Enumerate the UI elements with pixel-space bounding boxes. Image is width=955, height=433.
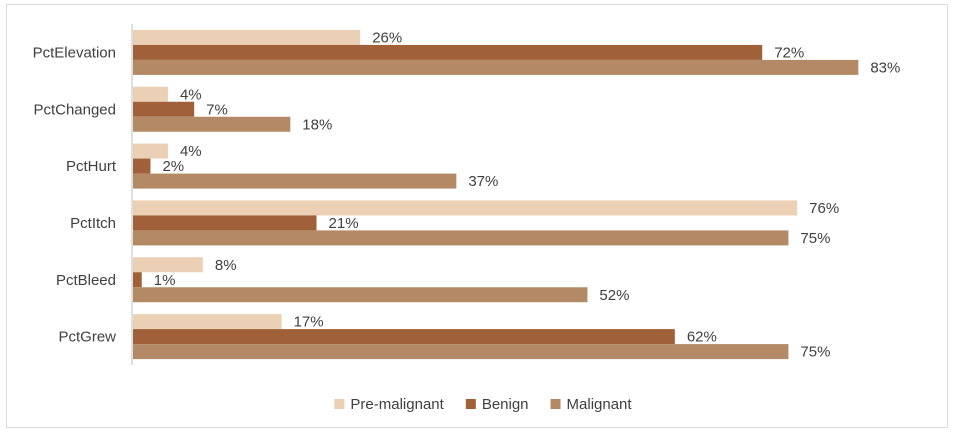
bar	[133, 200, 798, 216]
data-label: 75%	[800, 344, 830, 361]
data-label: 26%	[372, 29, 402, 46]
bar	[133, 272, 142, 288]
data-label: 37%	[468, 173, 498, 190]
category-label: PctHurt	[66, 158, 117, 175]
data-label: 7%	[206, 101, 228, 118]
data-label: 62%	[687, 329, 717, 346]
bar	[133, 314, 282, 330]
data-label: 4%	[180, 143, 202, 160]
bar	[133, 86, 168, 102]
bars	[133, 29, 859, 360]
bar	[133, 116, 291, 132]
data-label: 2%	[162, 158, 184, 175]
legend-swatch	[465, 399, 476, 409]
legend-label: Benign	[482, 396, 529, 413]
data-label: 8%	[215, 257, 237, 274]
legend: Pre-malignant Benign Malignant	[334, 396, 632, 413]
bar	[133, 344, 789, 360]
bar	[133, 158, 151, 174]
bar	[133, 101, 195, 117]
bar	[133, 44, 763, 60]
bar	[133, 257, 203, 273]
legend-item: Benign	[465, 396, 529, 413]
bar	[133, 59, 859, 75]
data-label: 1%	[154, 272, 176, 289]
data-label: 18%	[302, 116, 332, 133]
bar	[133, 29, 361, 45]
bar	[133, 143, 168, 159]
bar	[133, 173, 457, 189]
legend-swatch	[550, 399, 561, 409]
data-label: 4%	[180, 86, 202, 103]
legend-item: Malignant	[550, 396, 633, 413]
data-label: 75%	[800, 230, 830, 247]
category-label: PctGrew	[58, 329, 116, 346]
bar	[133, 230, 789, 246]
data-labels: 26%72%83%4%7%18%4%2%37%76%21%75%8%1%52%1…	[154, 29, 901, 360]
bar	[133, 329, 675, 345]
bar	[133, 287, 588, 303]
legend-label: Malignant	[567, 396, 633, 413]
data-label: 21%	[329, 215, 359, 232]
data-label: 76%	[809, 200, 839, 217]
data-label: 72%	[774, 44, 804, 61]
category-label: PctElevation	[33, 44, 116, 61]
data-label: 17%	[294, 314, 324, 331]
data-label: 52%	[599, 287, 629, 304]
legend-item: Pre-malignant	[334, 396, 445, 413]
bar	[133, 215, 317, 231]
category-labels: PctElevation PctChanged PctHurt PctItch PctB…	[33, 44, 117, 345]
data-label: 83%	[870, 59, 900, 76]
category-label: PctBleed	[56, 272, 116, 289]
category-label: PctItch	[70, 215, 116, 232]
category-label: PctChanged	[33, 101, 116, 118]
legend-label: Pre-malignant	[350, 396, 444, 413]
legend-swatch	[334, 399, 345, 409]
